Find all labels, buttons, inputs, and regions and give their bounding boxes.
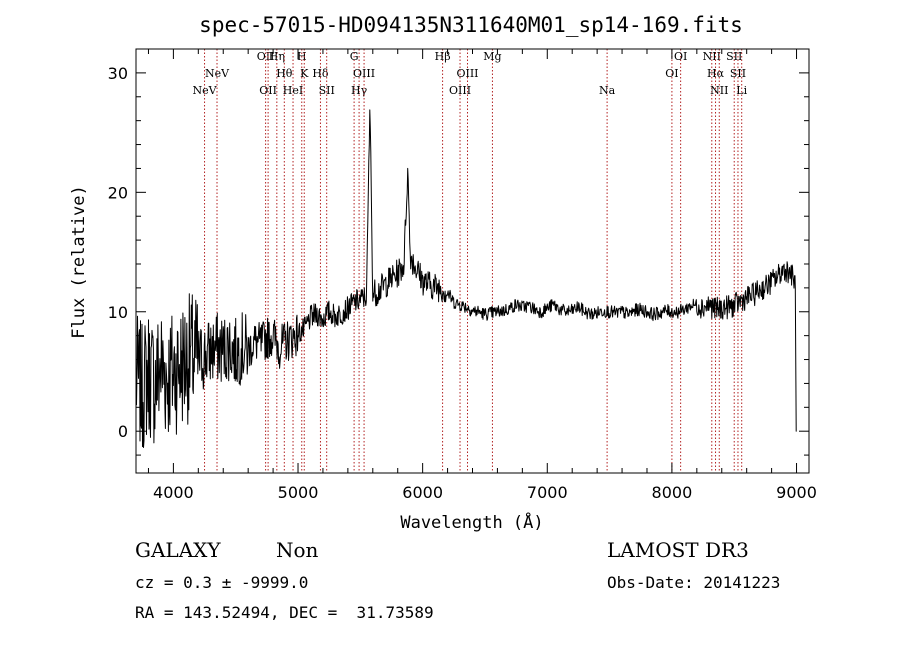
- x-axis-label: Wavelength (Å): [400, 511, 543, 533]
- y-axis-label: Flux (relative): [69, 185, 89, 339]
- emission-label-11: G: [350, 50, 359, 63]
- emission-label-16: OIII: [456, 67, 478, 80]
- x-tick-label-4: 8000: [652, 483, 693, 502]
- object-class: GALAXY: [135, 538, 221, 562]
- flux-series: [135, 109, 797, 448]
- plot-frame: [135, 48, 810, 474]
- emission-label-20: OI: [674, 50, 687, 63]
- observation-date: Obs-Date: 20141223: [607, 573, 781, 592]
- x-tick-label-1: 5000: [278, 483, 319, 502]
- emission-label-26: Li: [736, 84, 747, 97]
- emission-label-22: Hα: [707, 67, 725, 80]
- emission-label-23: NII: [710, 84, 728, 97]
- emission-label-6: HeI: [283, 84, 303, 97]
- y-tick-label-1: 10: [108, 303, 128, 322]
- emission-label-19: OI: [665, 67, 678, 80]
- emission-label-21: NII: [703, 50, 721, 63]
- emission-label-24: SII: [726, 50, 742, 63]
- emission-label-9: Hδ: [312, 67, 329, 80]
- axes: 4000 5000 6000 7000 8000 9000 0 10 20 30: [108, 48, 817, 502]
- emission-label-10: SII: [319, 84, 335, 97]
- emission-label-15: OIII: [449, 84, 471, 97]
- y-tick-label-3: 30: [108, 64, 128, 83]
- y-tick-label-2: 20: [108, 183, 128, 202]
- emission-label-2: OII: [257, 50, 275, 63]
- x-tick-label-0: 4000: [153, 483, 194, 502]
- emission-label-8: K: [300, 67, 309, 80]
- y-tick-label-0: 0: [118, 422, 128, 441]
- survey-name: LAMOST DR3: [607, 538, 749, 562]
- x-tick-label-3: 7000: [527, 483, 568, 502]
- emission-label-18: Na: [599, 84, 616, 97]
- ra-dec: RA = 143.52494, DEC = 31.73589: [135, 603, 434, 622]
- emission-label-17: Mg: [483, 50, 501, 63]
- x-tick-label-2: 6000: [402, 483, 443, 502]
- emission-label-3: OII: [259, 84, 277, 97]
- emission-label-13: OIII: [353, 67, 375, 80]
- emission-label-14: Hβ: [435, 50, 451, 63]
- emission-label-5: Hθ: [276, 67, 293, 80]
- object-subclass: Non: [276, 538, 319, 562]
- redshift-cz: cz = 0.3 ± -9999.0: [135, 573, 309, 592]
- emission-label-25: SII: [730, 67, 746, 80]
- emission-label-1: NeV: [205, 67, 230, 80]
- flux-line: [135, 109, 797, 448]
- emission-label-0: NeV: [192, 84, 217, 97]
- chart-title: spec-57015-HD094135N311640M01_sp14-169.f…: [199, 13, 743, 37]
- emission-label-12: Hγ: [351, 84, 368, 97]
- x-tick-label-5: 9000: [776, 483, 817, 502]
- emission-label-4: Hη: [269, 50, 285, 63]
- emission-label-7: H: [297, 50, 307, 63]
